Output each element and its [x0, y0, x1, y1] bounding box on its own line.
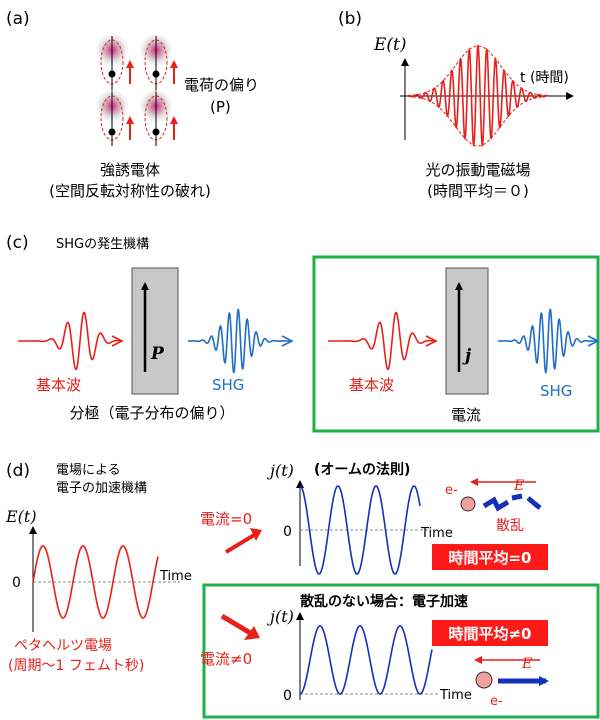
current-nonzero-label: 電流≠0: [200, 650, 252, 668]
unit-cell: [140, 34, 178, 92]
ohm-pointer-arrow: [224, 532, 258, 554]
panel-b-label: (b): [338, 9, 362, 29]
acc-pointer-arrow: [220, 613, 254, 637]
acceleration-subtitle-1: 電場による: [56, 463, 121, 478]
ohm-law-plot: j(t) (オームの法則) 0 Time 電流=0 E e- 散乱 時間平均=0: [200, 461, 548, 575]
acceleration-frame: [202, 583, 600, 719]
panel-c-label: (c): [6, 233, 29, 253]
unit-cell: [96, 90, 134, 146]
envelope-lower: [407, 95, 549, 147]
fundamental-wave: [328, 311, 435, 371]
current-caption: 電流: [451, 406, 481, 424]
scatter-path-3: [526, 496, 542, 510]
shg-mechanism-title: SHGの発生機構: [56, 237, 149, 252]
polarization-symbol: (P): [210, 98, 231, 116]
acc-time-label: Time: [439, 688, 472, 703]
ohm-pointer-arrowhead: [250, 528, 262, 541]
unit-cell: [140, 90, 178, 146]
current-vector-label: j: [462, 346, 472, 366]
fundamental-label: 基本波: [36, 376, 81, 394]
acceleration-title: 散乱のない場合：電子加速: [300, 593, 468, 610]
ohm-title: (オームの法則): [314, 461, 410, 478]
b-x-axis-label: t (時間): [520, 70, 569, 86]
symmetry-caption: (空間反転対称性の破れ): [49, 182, 211, 200]
ohm-current-wave: [299, 485, 421, 575]
shg-wave-arrowhead: [281, 335, 294, 347]
polarization-vector-label: P: [150, 344, 165, 364]
polarization-caption: 分極（電子分布の偏り）: [69, 404, 234, 422]
panel-a: (a): [6, 9, 259, 200]
polarization-mechanism: P 基本波 SHG 分極（電子分布の偏り）: [18, 267, 294, 422]
ohm-field-label: E: [513, 478, 524, 494]
acc-electron: [475, 671, 493, 689]
petahertz-field-plot: E(t) 0 Time ペタヘルツ電場 (周期〜1 フェムト秒): [5, 507, 192, 674]
oscillating-field-wave: [408, 44, 548, 147]
field-time-label: Time: [159, 569, 192, 584]
acc-zero-label: 0: [283, 688, 292, 704]
average-zero-text: 時間平均=0: [448, 549, 531, 567]
acceleration-subtitle-2: 電子の加速機構: [56, 481, 147, 496]
accelerated-current-wave: [299, 625, 433, 695]
panel-a-label: (a): [6, 9, 30, 29]
acceleration-plot: 散乱のない場合：電子加速 j(t) 0 Time 電流≠0 時間平均≠0 E e…: [200, 593, 549, 709]
average-zero-badge: [432, 544, 548, 570]
petahertz-field-wave: [32, 545, 159, 619]
b-y-axis-label: E(t): [373, 35, 407, 55]
fundamental-wave-arrowhead: [425, 335, 438, 347]
conducting-crystal: [445, 267, 489, 395]
ohm-time-label: Time: [420, 526, 453, 541]
petahertz-caption: ペタヘルツ電場: [14, 638, 112, 654]
ferroelectric-caption: 強誘電体: [100, 161, 160, 179]
ferroelectric-crystal: [131, 267, 179, 395]
ohm-zero-label: 0: [283, 524, 292, 540]
panel-c: (c) SHGの発生機構 P 基本波 SHG 分極（電子分布の偏り） j 基本波: [6, 233, 600, 433]
ferroelectric-lattice: [96, 34, 178, 146]
panel-d-label: (d): [6, 461, 30, 481]
average-nonzero-text: 時間平均≠0: [448, 625, 531, 643]
shg-wave: [187, 308, 290, 374]
fundamental-wave: [18, 311, 121, 371]
scatter-label: 散乱: [496, 518, 524, 534]
envelope-upper: [407, 45, 549, 97]
fundamental-label: 基本波: [349, 376, 394, 394]
field-zero-label: 0: [12, 575, 21, 591]
panel-d: (d) 電場による 電子の加速機構 E(t) 0 Time ペタヘルツ電場 (周…: [5, 461, 600, 719]
acc-electron-label: e-: [490, 694, 503, 709]
current-mechanism: j 基本波 SHG 電流: [328, 267, 600, 424]
ohm-y-axis-label: j(t): [267, 461, 294, 480]
average-nonzero-badge: [432, 620, 548, 646]
scatter-path-2: [511, 493, 523, 501]
shg-label: SHG: [212, 376, 244, 394]
ohm-electron-label: e-: [445, 483, 458, 498]
acc-field-label: E: [521, 656, 532, 672]
fundamental-wave-arrowhead: [111, 335, 124, 347]
ohm-electron: [460, 496, 476, 512]
acc-y-axis-label: j(t): [267, 607, 294, 626]
acc-pointer-arrowhead: [244, 626, 260, 640]
scatter-path-1: [482, 496, 510, 512]
shg-label: SHG: [540, 382, 572, 400]
current-zero-label: 電流=0: [200, 510, 252, 528]
polarization-label: 電荷の偏り: [184, 76, 259, 94]
panel-b: (b) E(t) t (時間) 光の振動電磁場 (時間平均＝０): [338, 9, 574, 200]
period-caption: (周期〜1 フェムト秒): [8, 658, 144, 674]
light-field-caption: 光の振動電磁場: [425, 161, 530, 179]
shg-wave: [498, 308, 597, 374]
current-mechanism-frame: [312, 255, 600, 433]
time-average-caption: (時間平均＝０): [427, 182, 529, 200]
shg-wave-arrowhead: [587, 335, 600, 347]
unit-cell: [96, 34, 134, 92]
field-y-axis-label: E(t): [5, 507, 37, 526]
